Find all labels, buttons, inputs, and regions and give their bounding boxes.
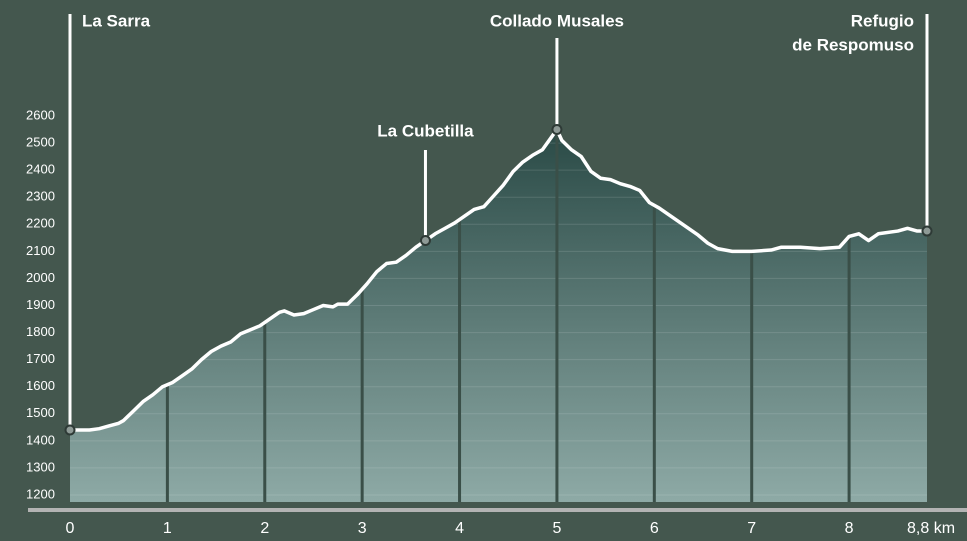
y-tick-label: 2000 [26,270,55,285]
y-tick-label: 2100 [26,243,55,258]
y-tick-label: 1200 [26,486,55,501]
x-tick-label: 0 [66,520,75,537]
annotation-label: Collado Musales [490,11,624,30]
y-tick-label: 1800 [26,324,55,339]
y-tick-label: 1500 [26,405,55,420]
x-tick-label: 1 [163,520,172,537]
y-tick-label: 2300 [26,189,55,204]
y-tick-label: 1700 [26,351,55,366]
x-tick-label: 3 [358,520,367,537]
annotation-label: de Respomuso [792,35,914,54]
y-tick-label: 2500 [26,135,55,150]
x-axis-line [28,508,967,512]
x-tick-label: 7 [747,520,756,537]
y-tick-label: 1300 [26,459,55,474]
y-tick-label: 1400 [26,432,55,447]
y-tick-label: 1900 [26,297,55,312]
x-tick-label: 2 [260,520,269,537]
annotation-point [419,235,431,247]
y-tick-label: 1600 [26,378,55,393]
annotation-label: Refugio [851,11,914,30]
annotation-label: La Cubetilla [377,121,474,140]
x-tick-label: 8 [845,520,854,537]
annotation-label: La Sarra [82,11,151,30]
area [70,129,927,503]
y-tick-label: 2400 [26,162,55,177]
annotation-point [64,424,76,436]
x-tick-label: 8,8 km [907,520,955,537]
x-tick-label: 4 [455,520,464,537]
y-tick-label: 2200 [26,216,55,231]
x-tick-label: 6 [650,520,659,537]
x-tick-label: 5 [552,520,561,537]
profile-line [70,127,927,432]
annotation-point [551,124,563,136]
y-tick-label: 2600 [26,107,55,122]
annotation-point [921,225,933,237]
